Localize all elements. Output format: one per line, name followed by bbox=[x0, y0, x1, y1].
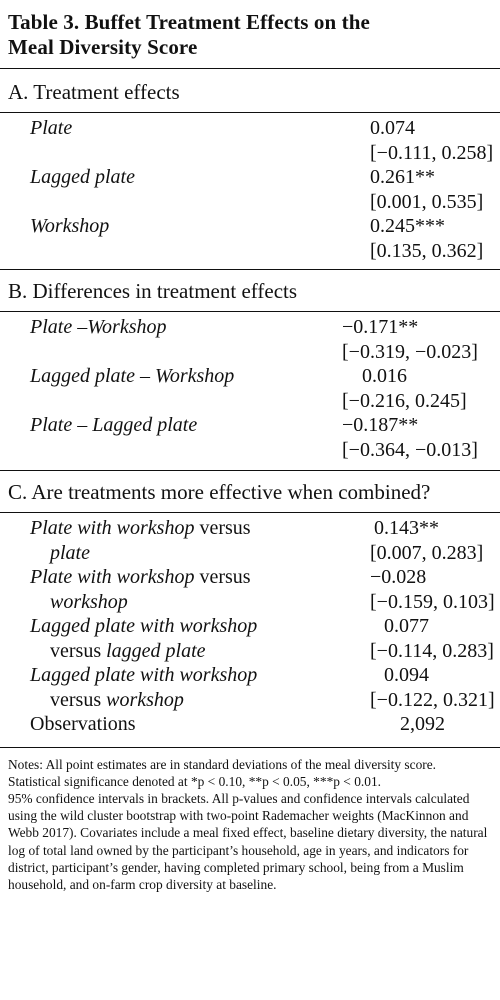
row-value: 0.261** bbox=[370, 166, 435, 188]
title-line-2: Meal Diversity Score bbox=[8, 35, 198, 59]
table-row: Lagged plate with workshop 0.094 bbox=[0, 663, 500, 688]
row-ci: [−0.364, −0.013] bbox=[342, 438, 478, 461]
row-value: −0.171** bbox=[342, 316, 419, 338]
row-label: Plate bbox=[30, 117, 73, 139]
rule-a bbox=[0, 112, 500, 113]
row-label-line2: plate bbox=[50, 541, 90, 564]
row-ci: [0.001, 0.535] bbox=[370, 190, 484, 213]
table-row: [0.001, 0.535] bbox=[0, 190, 500, 215]
section-c-heading: C. Are treatments more effective when co… bbox=[8, 480, 431, 504]
table-row: versus lagged plate [−0.114, 0.283] bbox=[0, 639, 500, 664]
row-label: Plate –Workshop bbox=[30, 316, 167, 338]
row-label-line2: workshop bbox=[50, 590, 128, 613]
row-label-line1: Lagged plate with workshop bbox=[30, 615, 258, 637]
row-ci: [0.135, 0.362] bbox=[370, 239, 484, 262]
row-value: −0.028 bbox=[370, 566, 427, 588]
row-label: Plate – Lagged plate bbox=[30, 414, 198, 436]
row-ci: [−0.319, −0.023] bbox=[342, 340, 478, 363]
note-line: 95% confidence intervals in brackets. Al… bbox=[8, 790, 488, 892]
table-notes: Notes: All point estimates are in standa… bbox=[8, 756, 492, 894]
row-ci: [−0.216, 0.245] bbox=[342, 389, 467, 412]
observations-label: Observations bbox=[30, 713, 136, 735]
table-row: Workshop 0.245*** bbox=[0, 214, 500, 239]
table-row: plate [0.007, 0.283] bbox=[0, 541, 500, 566]
section-b-heading: B. Differences in treatment effects bbox=[8, 279, 298, 303]
row-value: 0.094 bbox=[384, 664, 429, 686]
table-row: Plate –Workshop −0.171** bbox=[0, 315, 500, 340]
note-line: Notes: All point estimates are in standa… bbox=[8, 756, 437, 772]
table-row: versus workshop [−0.122, 0.321] bbox=[0, 688, 500, 713]
section-a-table: Plate 0.074 [−0.111, 0.258] Lagged plate… bbox=[0, 116, 500, 263]
row-value: 0.074 bbox=[370, 117, 415, 139]
row-label: Lagged plate bbox=[30, 166, 135, 188]
table-title: Table 3. Buffet Treatment Effects on the… bbox=[8, 10, 500, 60]
table-row: Plate with workshop versus −0.028 bbox=[0, 565, 500, 590]
row-value: 0.016 bbox=[362, 365, 407, 387]
table-row: Lagged plate with workshop 0.077 bbox=[0, 614, 500, 639]
observations-value: 2,092 bbox=[400, 713, 445, 735]
row-ci: [−0.159, 0.103] bbox=[370, 590, 495, 613]
row-ci: [0.007, 0.283] bbox=[370, 541, 484, 564]
rule-b bbox=[0, 311, 500, 312]
rule-top bbox=[0, 68, 500, 69]
table-row: Plate with workshop versus 0.143** bbox=[0, 516, 500, 541]
observations-row: Observations 2,092 bbox=[0, 712, 500, 737]
section-a-heading: A. Treatment effects bbox=[8, 80, 180, 104]
table-row: [−0.319, −0.023] bbox=[0, 340, 500, 365]
row-label: Workshop bbox=[30, 215, 110, 237]
row-value: 0.077 bbox=[384, 615, 429, 637]
row-label-line1: Plate with workshop versus bbox=[30, 517, 251, 539]
rule-c bbox=[0, 512, 500, 513]
row-label: Lagged plate – Workshop bbox=[30, 365, 235, 387]
table-row: Lagged plate 0.261** bbox=[0, 165, 500, 190]
table-row: [0.135, 0.362] bbox=[0, 239, 500, 264]
title-line-1: Table 3. Buffet Treatment Effects on the bbox=[8, 10, 370, 34]
row-value: −0.187** bbox=[342, 414, 419, 436]
row-value: 0.245*** bbox=[370, 215, 445, 237]
rule-a-end bbox=[0, 269, 500, 270]
rule-bottom bbox=[0, 746, 500, 748]
row-ci: [−0.111, 0.258] bbox=[370, 141, 494, 164]
table-row: [−0.364, −0.013] bbox=[0, 438, 500, 463]
section-b-table: Plate –Workshop −0.171** [−0.319, −0.023… bbox=[0, 315, 500, 462]
section-c-table: Plate with workshop versus 0.143** plate… bbox=[0, 516, 500, 737]
table-row: Lagged plate – Workshop 0.016 bbox=[0, 364, 500, 389]
table-row: Plate – Lagged plate −0.187** bbox=[0, 413, 500, 438]
row-label-line2: versus workshop bbox=[50, 688, 184, 711]
row-ci: [−0.122, 0.321] bbox=[370, 688, 495, 711]
table-row: [−0.111, 0.258] bbox=[0, 141, 500, 166]
row-ci: [−0.114, 0.283] bbox=[370, 639, 494, 662]
row-label-line2: versus lagged plate bbox=[50, 639, 206, 662]
table-row: [−0.216, 0.245] bbox=[0, 389, 500, 414]
table-row: workshop [−0.159, 0.103] bbox=[0, 590, 500, 615]
row-label-line1: Lagged plate with workshop bbox=[30, 664, 258, 686]
row-value: 0.143** bbox=[374, 517, 439, 539]
table-row: Plate 0.074 bbox=[0, 116, 500, 141]
row-label-line1: Plate with workshop versus bbox=[30, 566, 251, 588]
rule-b-end bbox=[0, 470, 500, 471]
note-line: Statistical significance denoted at *p <… bbox=[8, 773, 381, 789]
